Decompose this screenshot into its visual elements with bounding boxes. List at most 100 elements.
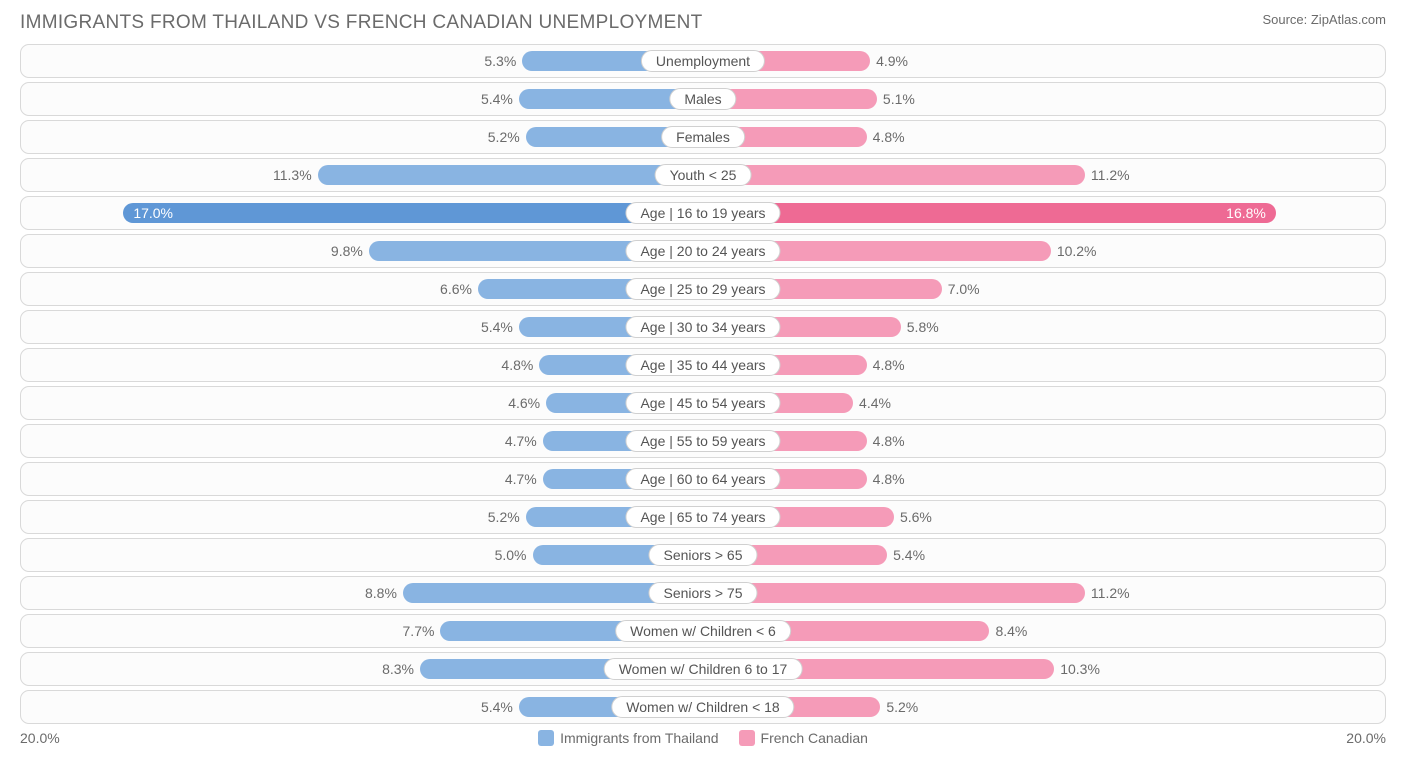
row-category-label: Age | 16 to 19 years — [625, 202, 780, 224]
value-left: 5.3% — [484, 53, 516, 69]
row-left-half: 11.3% — [21, 159, 703, 191]
bar-right — [703, 165, 1085, 185]
row-category-label: Age | 45 to 54 years — [625, 392, 780, 414]
bar-left: 17.0% — [123, 203, 703, 223]
chart-row: 5.4%5.1%Males — [20, 82, 1386, 116]
chart-row: 5.0%5.4%Seniors > 65 — [20, 538, 1386, 572]
value-left: 4.8% — [501, 357, 533, 373]
value-right: 5.6% — [900, 509, 932, 525]
axis-max-right: 20.0% — [1346, 730, 1386, 746]
row-category-label: Age | 65 to 74 years — [625, 506, 780, 528]
chart-row: 5.4%5.2%Women w/ Children < 18 — [20, 690, 1386, 724]
chart-row: 5.2% 5.6% Age | 65 to 74 years — [20, 500, 1386, 534]
row-left-half: 5.4% — [21, 691, 703, 723]
row-category-label: Age | 20 to 24 years — [625, 240, 780, 262]
chart-row: 5.4%5.8%Age | 30 to 34 years — [20, 310, 1386, 344]
value-right: 8.4% — [995, 623, 1027, 639]
legend-label-left: Immigrants from Thailand — [560, 730, 718, 746]
value-left: 5.4% — [481, 699, 513, 715]
axis-max-left: 20.0% — [20, 730, 60, 746]
source-name: ZipAtlas.com — [1311, 12, 1386, 27]
value-right: 4.8% — [873, 471, 905, 487]
chart-title: IMMIGRANTS FROM THAILAND VS FRENCH CANAD… — [20, 12, 703, 34]
row-right-half: 11.2% — [703, 159, 1385, 191]
bar-right — [703, 583, 1085, 603]
row-category-label: Women w/ Children 6 to 17 — [604, 658, 803, 680]
chart-row: 4.8% 4.8% Age | 35 to 44 years — [20, 348, 1386, 382]
row-left-half: 4.8% — [21, 349, 703, 381]
source-prefix: Source: — [1262, 12, 1310, 27]
row-category-label: Females — [661, 126, 745, 148]
legend-swatch-right — [739, 730, 755, 746]
chart-legend: Immigrants from Thailand French Canadian — [538, 730, 868, 746]
chart-row: 8.3% 10.3% Women w/ Children 6 to 17 — [20, 652, 1386, 686]
chart-row: 4.6%4.4%Age | 45 to 54 years — [20, 386, 1386, 420]
row-left-half: 17.0% — [21, 197, 703, 229]
value-left: 5.2% — [488, 129, 520, 145]
row-right-half: 16.8% — [703, 197, 1385, 229]
value-right: 5.1% — [883, 91, 915, 107]
row-right-half: 5.1% — [703, 83, 1385, 115]
value-right: 4.8% — [873, 357, 905, 373]
value-left: 5.2% — [488, 509, 520, 525]
row-left-half: 8.3% — [21, 653, 703, 685]
row-left-half: 5.4% — [21, 311, 703, 343]
legend-item-left: Immigrants from Thailand — [538, 730, 718, 746]
value-right: 10.3% — [1060, 661, 1100, 677]
row-category-label: Seniors > 75 — [649, 582, 758, 604]
bar-left — [318, 165, 703, 185]
row-category-label: Age | 25 to 29 years — [625, 278, 780, 300]
value-right: 10.2% — [1057, 243, 1097, 259]
row-category-label: Age | 60 to 64 years — [625, 468, 780, 490]
legend-item-right: French Canadian — [739, 730, 868, 746]
row-right-half: 5.2% — [703, 691, 1385, 723]
bar-right: 16.8% — [703, 203, 1276, 223]
row-left-half: 6.6% — [21, 273, 703, 305]
value-left: 7.7% — [403, 623, 435, 639]
value-right: 7.0% — [948, 281, 980, 297]
row-category-label: Women w/ Children < 6 — [615, 620, 791, 642]
value-right: 5.4% — [893, 547, 925, 563]
row-category-label: Unemployment — [641, 50, 765, 72]
chart-row: 17.0% 16.8% Age | 16 to 19 years — [20, 196, 1386, 230]
row-right-half: 4.8% — [703, 121, 1385, 153]
chart-row: 7.7% 8.4% Women w/ Children < 6 — [20, 614, 1386, 648]
row-right-half: 10.2% — [703, 235, 1385, 267]
chart-header: IMMIGRANTS FROM THAILAND VS FRENCH CANAD… — [20, 12, 1386, 34]
row-right-half: 7.0% — [703, 273, 1385, 305]
row-left-half: 8.8% — [21, 577, 703, 609]
value-right: 5.8% — [907, 319, 939, 335]
chart-row: 9.8% 10.2% Age | 20 to 24 years — [20, 234, 1386, 268]
row-left-half: 5.4% — [21, 83, 703, 115]
value-right: 11.2% — [1091, 585, 1130, 601]
row-left-half: 4.7% — [21, 463, 703, 495]
value-left: 5.4% — [481, 319, 513, 335]
chart-row: 6.6% 7.0% Age | 25 to 29 years — [20, 272, 1386, 306]
row-right-half: 10.3% — [703, 653, 1385, 685]
value-right: 4.8% — [873, 129, 905, 145]
value-right: 4.8% — [873, 433, 905, 449]
row-left-half: 5.3% — [21, 45, 703, 77]
row-category-label: Age | 35 to 44 years — [625, 354, 780, 376]
chart-row: 4.7% 4.8% Age | 55 to 59 years — [20, 424, 1386, 458]
chart-row: 4.7% 4.8% Age | 60 to 64 years — [20, 462, 1386, 496]
legend-label-right: French Canadian — [761, 730, 868, 746]
row-category-label: Seniors > 65 — [649, 544, 758, 566]
row-category-label: Age | 55 to 59 years — [625, 430, 780, 452]
chart-row: 11.3%11.2%Youth < 25 — [20, 158, 1386, 192]
row-right-half: 11.2% — [703, 577, 1385, 609]
value-right: 4.4% — [859, 395, 891, 411]
value-left: 17.0% — [133, 205, 173, 221]
row-left-half: 5.2% — [21, 501, 703, 533]
legend-swatch-left — [538, 730, 554, 746]
row-right-half: 8.4% — [703, 615, 1385, 647]
row-left-half: 9.8% — [21, 235, 703, 267]
value-left: 4.7% — [505, 471, 537, 487]
value-left: 6.6% — [440, 281, 472, 297]
row-right-half: 4.8% — [703, 349, 1385, 381]
value-left: 5.4% — [481, 91, 513, 107]
value-right: 4.9% — [876, 53, 908, 69]
row-right-half: 5.4% — [703, 539, 1385, 571]
row-left-half: 4.7% — [21, 425, 703, 457]
value-right: 16.8% — [1226, 205, 1266, 221]
